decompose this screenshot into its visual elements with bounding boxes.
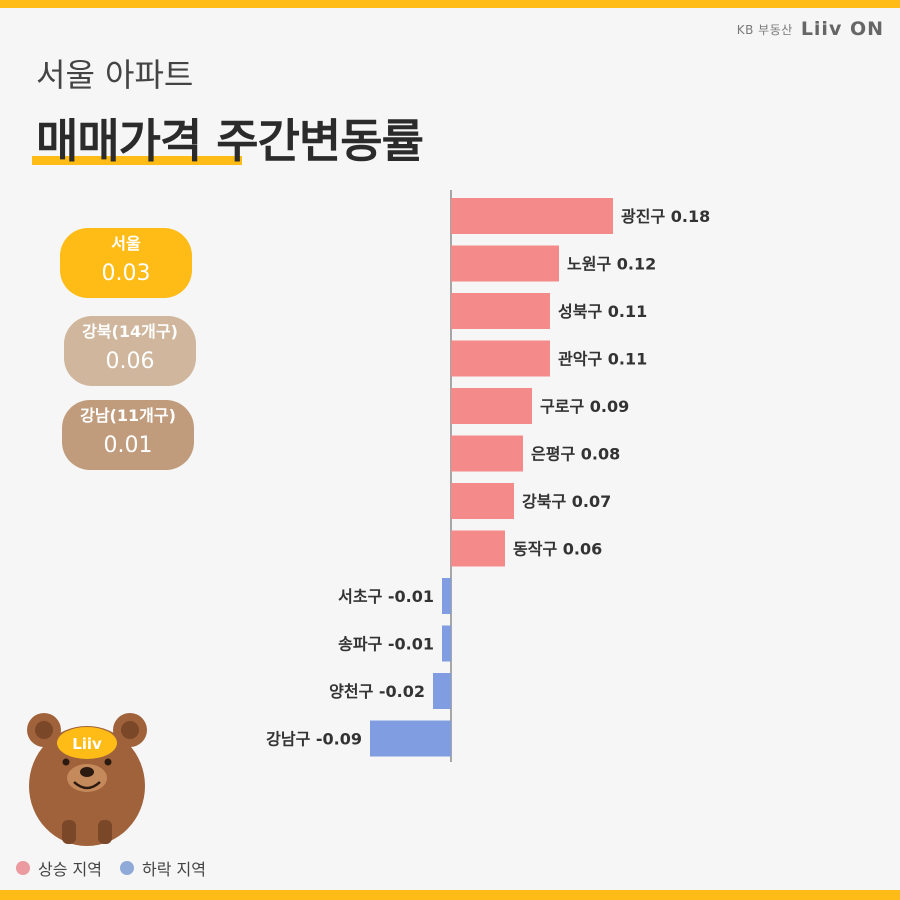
page-title: 매매가격 주간변동률 bbox=[36, 114, 424, 168]
legend-label: 하락 지역 bbox=[141, 860, 206, 879]
bar-서초구 bbox=[442, 578, 451, 614]
data-label: 노원구 0.12 bbox=[567, 255, 656, 274]
summary-label: 서울 bbox=[111, 234, 141, 253]
bar-양천구 bbox=[433, 673, 451, 709]
bar-강남구 bbox=[370, 720, 451, 757]
bar-구로구 bbox=[451, 388, 532, 424]
kb-brand-text: KB 부동산 bbox=[736, 22, 793, 37]
rise-dot-icon bbox=[16, 861, 30, 875]
bar-노원구 bbox=[451, 245, 559, 282]
legend-label: 상승 지역 bbox=[38, 860, 102, 879]
title-underline bbox=[32, 156, 242, 165]
bar-강북구 bbox=[451, 483, 514, 519]
summary-pill-gangbuk: 강북(14개구) 0.06 bbox=[64, 316, 196, 386]
bar-은평구 bbox=[451, 435, 523, 472]
summary-label: 강북(14개구) bbox=[82, 322, 178, 341]
data-label: 강북구 0.07 bbox=[522, 492, 611, 511]
page-subtitle: 서울 아파트 bbox=[36, 56, 194, 94]
bar-송파구 bbox=[442, 625, 451, 662]
data-label: 구로구 0.09 bbox=[540, 397, 629, 416]
data-label: 관악구 0.11 bbox=[558, 350, 647, 369]
bar-성북구 bbox=[451, 293, 550, 329]
bottom-accent-bar bbox=[0, 890, 900, 900]
top-accent-bar bbox=[0, 0, 900, 8]
summary-value: 0.01 bbox=[103, 433, 153, 458]
legend-item-fall: 하락 지역 bbox=[119, 856, 206, 880]
summary-label: 강남(11개구) bbox=[80, 406, 176, 425]
mascot-badge: Liiv bbox=[72, 735, 102, 753]
legend: 상승 지역 하락 지역 bbox=[16, 856, 224, 880]
data-label: 송파구 -0.01 bbox=[338, 635, 434, 654]
bar-관악구 bbox=[451, 340, 550, 377]
summary-pill-seoul: 서울 0.03 bbox=[60, 228, 192, 298]
bear-mascot-icon: Liiv bbox=[27, 713, 147, 846]
data-label: 양천구 -0.02 bbox=[329, 682, 425, 701]
data-label: 서초구 -0.01 bbox=[338, 587, 434, 606]
summary-value: 0.03 bbox=[101, 261, 151, 286]
bar-동작구 bbox=[451, 530, 505, 567]
summary-value: 0.06 bbox=[105, 349, 155, 374]
summary-pill-gangnam: 강남(11개구) 0.01 bbox=[62, 400, 194, 470]
data-label: 동작구 0.06 bbox=[513, 540, 602, 559]
data-label: 은평구 0.08 bbox=[531, 445, 620, 464]
data-label: 성북구 0.11 bbox=[558, 302, 647, 321]
data-label: 강남구 -0.09 bbox=[266, 730, 362, 749]
bar-광진구 bbox=[451, 198, 613, 234]
fall-dot-icon bbox=[119, 861, 134, 875]
liiv-on-logo: Liiv ON bbox=[800, 18, 884, 40]
data-label: 광진구 0.18 bbox=[621, 207, 710, 226]
brand-logo: KB 부동산 Liiv ON bbox=[737, 18, 884, 40]
legend-item-rise: 상승 지역 bbox=[16, 856, 102, 880]
